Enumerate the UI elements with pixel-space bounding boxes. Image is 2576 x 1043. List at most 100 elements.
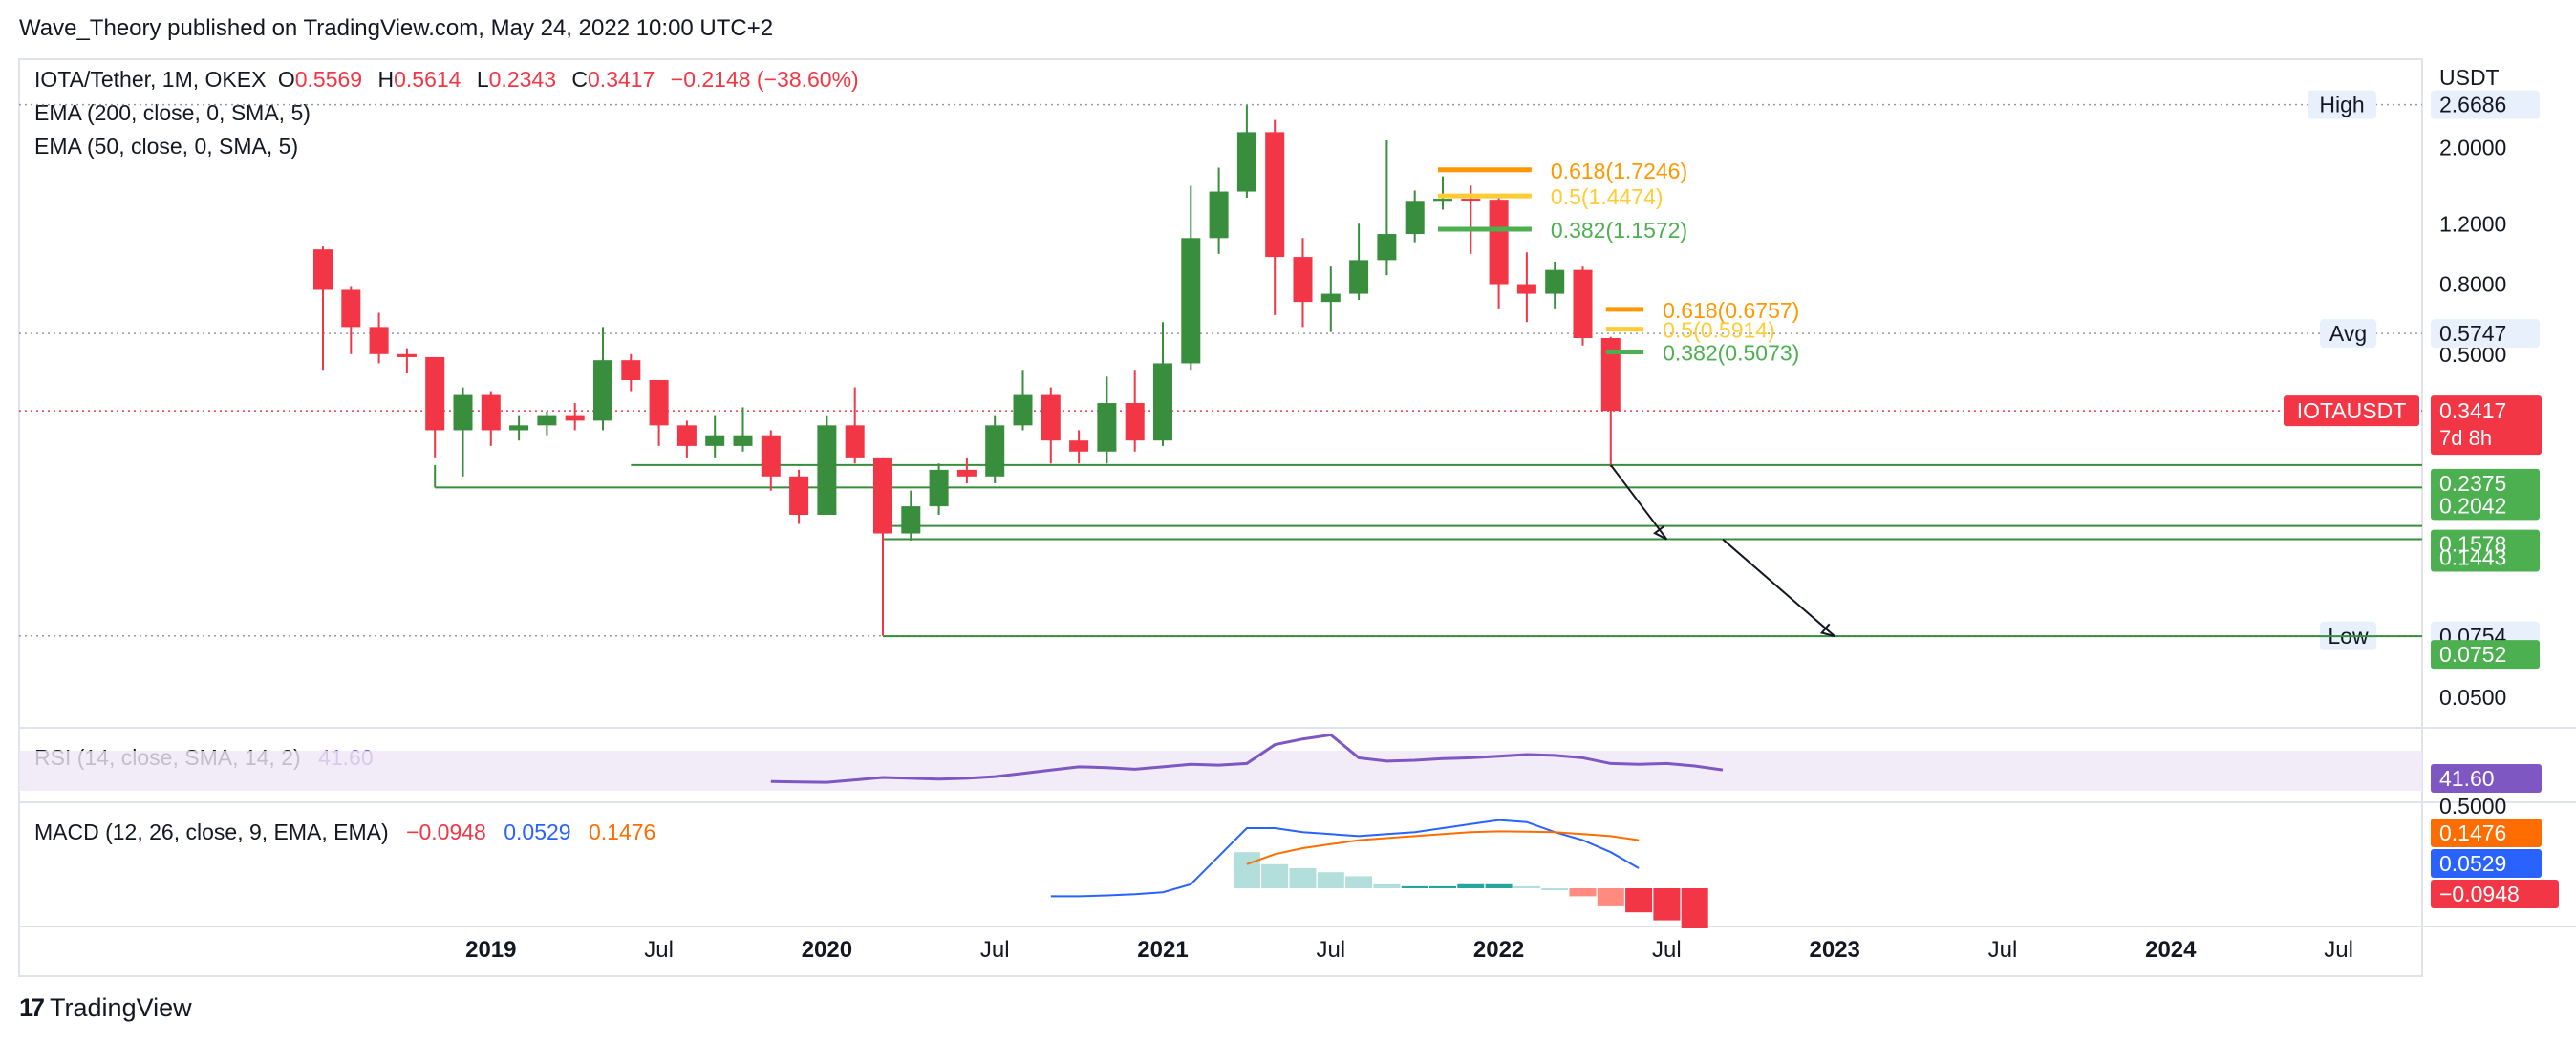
x-tick-label: 2021 bbox=[1137, 937, 1188, 963]
macd-signal-box bbox=[2431, 849, 2542, 878]
y-tick-label: 1.2000 bbox=[2439, 211, 2506, 236]
macd-histogram-bar bbox=[1541, 888, 1569, 890]
macd-histogram-bar bbox=[1373, 883, 1401, 888]
candle-body bbox=[537, 415, 557, 426]
macd-line bbox=[1050, 819, 1640, 898]
x-tick-label: 2022 bbox=[1473, 937, 1524, 963]
candle-body bbox=[341, 289, 361, 328]
macd-histogram-bar bbox=[1429, 885, 1456, 888]
candle-body bbox=[313, 249, 333, 290]
candle-body bbox=[593, 360, 612, 421]
candle-body bbox=[929, 469, 949, 507]
projection-arrow bbox=[1610, 464, 1668, 541]
symbol-badge-text: IOTAUSDT bbox=[2297, 398, 2407, 423]
candle-body bbox=[453, 394, 473, 431]
axis-unit-label: USDT bbox=[2439, 65, 2500, 90]
tradingview-brand: TradingView bbox=[50, 993, 192, 1022]
candle-body bbox=[481, 394, 501, 431]
ema200-legend[interactable]: EMA (200, close, 0, SMA, 5) bbox=[34, 100, 311, 125]
candle-body bbox=[1013, 394, 1033, 426]
candle-body bbox=[565, 415, 585, 421]
macd-hist-box bbox=[2431, 819, 2542, 847]
candle-body bbox=[1433, 199, 1452, 202]
candle-body bbox=[761, 435, 781, 477]
candle-body bbox=[1377, 234, 1397, 261]
fib-level-label: 0.618(0.6757) bbox=[1663, 298, 1799, 323]
candle-body bbox=[1545, 269, 1565, 294]
macd-value-text: −0.0948 bbox=[2439, 882, 2520, 906]
support-price-box bbox=[2431, 491, 2540, 521]
candle-body bbox=[1405, 201, 1425, 235]
macd-histogram-bar bbox=[1289, 868, 1317, 888]
publisher-header: Wave_Theory published on TradingView.com… bbox=[19, 15, 774, 41]
candle-body bbox=[1236, 132, 1256, 192]
candle-body bbox=[1489, 200, 1509, 285]
macd-top-tick: 0.5000 bbox=[2439, 794, 2506, 819]
support-price-box bbox=[2431, 468, 2540, 498]
macd-histogram-bar bbox=[1597, 888, 1624, 906]
candle-body bbox=[1516, 284, 1536, 294]
macd-value-box bbox=[2431, 880, 2559, 908]
macd-legend[interactable]: MACD (12, 26, close, 9, EMA, EMA) −0.094… bbox=[34, 820, 661, 845]
candle-body bbox=[1293, 257, 1313, 303]
projection-arrow-head bbox=[1819, 623, 1835, 638]
reference-price-box bbox=[2431, 319, 2540, 349]
macd-histogram-bar bbox=[1457, 883, 1485, 888]
candle-body bbox=[509, 425, 529, 431]
tradingview-logo[interactable]: 17 TradingView bbox=[19, 993, 192, 1023]
candle-body bbox=[1069, 440, 1089, 452]
ema50-legend[interactable]: EMA (50, close, 0, SMA, 5) bbox=[34, 134, 299, 159]
ohlc-low: L0.2343 bbox=[476, 67, 556, 92]
candle-body bbox=[1181, 238, 1201, 364]
x-tick-label: Jul bbox=[980, 937, 1010, 963]
candle-body bbox=[1461, 199, 1481, 202]
macd-legend-signal: 0.0529 bbox=[504, 820, 571, 844]
macd-legend-macd: −0.0948 bbox=[406, 820, 486, 844]
candle-body bbox=[733, 435, 753, 446]
macd-histogram-bar bbox=[1653, 888, 1681, 921]
y-tick-label: 0.0500 bbox=[2439, 685, 2506, 710]
fib-level-label: 0.382(1.1572) bbox=[1551, 218, 1687, 243]
last-price-text: 0.3417 bbox=[2439, 398, 2506, 423]
candle-body bbox=[425, 356, 445, 431]
macd-signal-text: 0.0529 bbox=[2439, 851, 2506, 876]
macd-histogram-bar bbox=[1317, 872, 1344, 888]
x-tick-label: 2023 bbox=[1810, 937, 1860, 963]
candle-body bbox=[1600, 337, 1621, 412]
macd-histogram-bar bbox=[1261, 863, 1289, 888]
fib-level-label: 0.5(1.4474) bbox=[1551, 184, 1664, 209]
x-tick-label: 2024 bbox=[2145, 937, 2197, 963]
support-price-text: 0.1443 bbox=[2439, 545, 2506, 570]
support-price-text: 0.2375 bbox=[2439, 471, 2506, 496]
macd-histogram-bar bbox=[1485, 883, 1513, 888]
candle-body bbox=[1097, 403, 1117, 452]
ohlc-change: −0.2148 (−38.60%) bbox=[670, 67, 859, 92]
symbol-legend: IOTA/Tether, 1M, OKEX O0.5569 H0.5614 L0… bbox=[34, 67, 865, 93]
signal-line bbox=[1246, 830, 1640, 865]
x-tick-label: Jul bbox=[1316, 937, 1345, 963]
rsi-band bbox=[19, 751, 2422, 791]
candle-body bbox=[676, 425, 697, 446]
macd-histogram-bar bbox=[1625, 888, 1653, 913]
candle-body bbox=[789, 476, 809, 516]
macd-histogram-bar bbox=[1345, 876, 1373, 888]
macd-histogram-bar bbox=[1233, 852, 1260, 888]
candle-body bbox=[1265, 132, 1285, 258]
reference-tag-avg bbox=[2320, 319, 2376, 349]
candle-body bbox=[901, 506, 921, 534]
symbol-badge bbox=[2284, 395, 2419, 427]
rsi-value-text: 41.60 bbox=[2439, 766, 2495, 791]
candle-body bbox=[956, 469, 977, 477]
macd-histogram-bar bbox=[1513, 885, 1540, 888]
support-price-box bbox=[2431, 543, 2540, 572]
symbol-label[interactable]: IOTA/Tether, 1M, OKEX bbox=[34, 67, 267, 92]
candle-body bbox=[705, 435, 725, 446]
fib-level-label: 0.618(1.7246) bbox=[1551, 159, 1687, 183]
support-price-text: 0.0752 bbox=[2439, 642, 2506, 667]
candle-body bbox=[985, 425, 1005, 477]
x-tick-label: Jul bbox=[1652, 937, 1682, 963]
candle-body bbox=[397, 353, 417, 357]
countdown-text: 7d 8h bbox=[2439, 426, 2492, 450]
candle-body bbox=[1041, 394, 1061, 441]
